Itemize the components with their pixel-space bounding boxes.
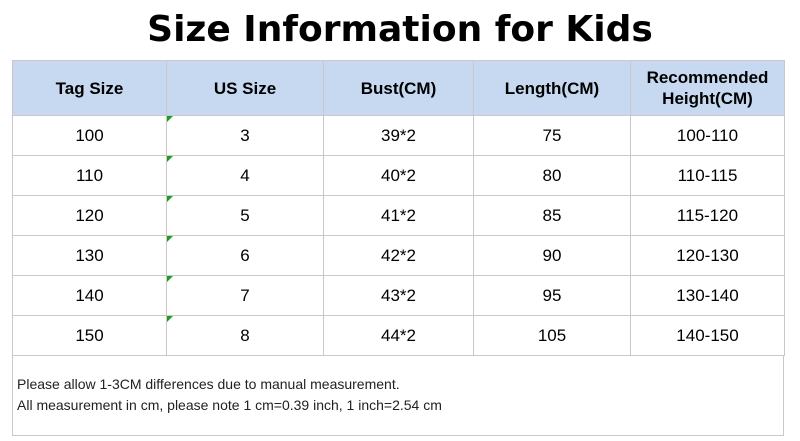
table-row: 130 6 42*2 90 120-130 bbox=[12, 235, 785, 276]
table-cell: 140-150 bbox=[630, 315, 785, 356]
table-cell: 8 bbox=[166, 315, 324, 356]
table-cell: 100-110 bbox=[630, 115, 785, 156]
table-cell: 4 bbox=[166, 155, 324, 196]
table-cell: 150 bbox=[12, 315, 167, 356]
table-row: 100 3 39*2 75 100-110 bbox=[12, 115, 785, 156]
table-cell: 110 bbox=[12, 155, 167, 196]
table-cell: 130-140 bbox=[630, 275, 785, 316]
table-row: 140 7 43*2 95 130-140 bbox=[12, 275, 785, 316]
table-cell: 110-115 bbox=[630, 155, 785, 196]
table-cell: 90 bbox=[473, 235, 631, 276]
table-cell: 44*2 bbox=[323, 315, 474, 356]
table-cell: 120-130 bbox=[630, 235, 785, 276]
table-cell: 115-120 bbox=[630, 195, 785, 236]
notes: Please allow 1-3CM differences due to ma… bbox=[12, 355, 784, 436]
note-line: Please allow 1-3CM differences due to ma… bbox=[17, 376, 400, 392]
column-header: US Size bbox=[166, 60, 324, 116]
table-row: 110 4 40*2 80 110-115 bbox=[12, 155, 785, 196]
table-cell: 3 bbox=[166, 115, 324, 156]
table-cell: 80 bbox=[473, 155, 631, 196]
note-line: All measurement in cm, please note 1 cm=… bbox=[17, 397, 442, 413]
column-header: Tag Size bbox=[12, 60, 167, 116]
table-cell: 39*2 bbox=[323, 115, 474, 156]
table-cell: 41*2 bbox=[323, 195, 474, 236]
table-row: 150 8 44*2 105 140-150 bbox=[12, 315, 785, 356]
table-cell: 140 bbox=[12, 275, 167, 316]
column-header: Recommended Height(CM) bbox=[630, 60, 785, 116]
title: Size Information for Kids bbox=[147, 9, 653, 50]
table-cell: 7 bbox=[166, 275, 324, 316]
table-cell: 95 bbox=[473, 275, 631, 316]
table-cell: 75 bbox=[473, 115, 631, 156]
column-header: Bust(CM) bbox=[323, 60, 474, 116]
table-row: 120 5 41*2 85 115-120 bbox=[12, 195, 785, 236]
table-cell: 40*2 bbox=[323, 155, 474, 196]
size-table: Tag Size US Size Bust(CM) Length(CM) Recomme… bbox=[12, 60, 785, 356]
table-cell: 130 bbox=[12, 235, 167, 276]
table-cell: 42*2 bbox=[323, 235, 474, 276]
column-header: Length(CM) bbox=[473, 60, 631, 116]
table-cell: 100 bbox=[12, 115, 167, 156]
table-body: 100 3 39*2 75 100-110 110 4 40*2 80 110-115 120 5 41… bbox=[12, 115, 785, 356]
table-cell: 120 bbox=[12, 195, 167, 236]
table-cell: 43*2 bbox=[323, 275, 474, 316]
table-cell: 6 bbox=[166, 235, 324, 276]
table-cell: 105 bbox=[473, 315, 631, 356]
header-row: Tag Size US Size Bust(CM) Length(CM) Recomme… bbox=[12, 60, 785, 116]
table-cell: 85 bbox=[473, 195, 631, 236]
table-cell: 5 bbox=[166, 195, 324, 236]
